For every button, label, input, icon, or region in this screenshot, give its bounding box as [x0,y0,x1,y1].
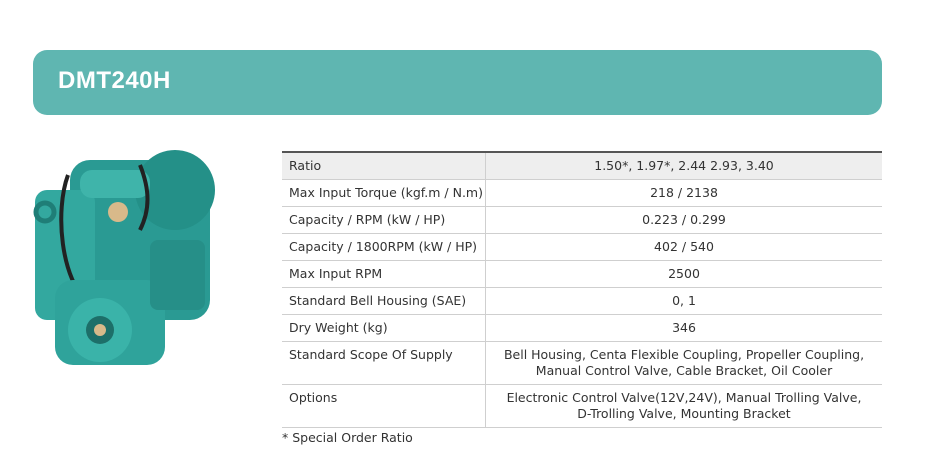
value-line: Electronic Control Valve(12V,24V), Manua… [506,390,862,405]
title: DMT240H [58,67,171,94]
value-line: 218 / 2138 [650,185,718,200]
value-line: 0, 1 [672,293,696,308]
row-value: 346 [486,315,882,341]
row-value: Bell Housing, Centa Flexible Coupling, P… [486,342,882,384]
value-line: D-Trolling Valve, Mounting Bracket [577,406,791,421]
row-label: Max Input RPM [282,261,486,287]
row-label: Standard Scope Of Supply [282,342,486,384]
row-value: 402 / 540 [486,234,882,260]
table-row: Standard Bell Housing (SAE) 0, 1 [282,288,882,315]
row-value: 1.50*, 1.97*, 2.44 2.93, 3.40 [486,153,882,179]
table-row: Dry Weight (kg) 346 [282,315,882,342]
row-label: Dry Weight (kg) [282,315,486,341]
table-row: Capacity / 1800RPM (kW / HP) 402 / 540 [282,234,882,261]
row-value: Electronic Control Valve(12V,24V), Manua… [486,385,882,427]
gearbox-image [33,150,215,365]
row-value: 2500 [486,261,882,287]
row-label: Ratio [282,153,486,179]
spec-table: Ratio 1.50*, 1.97*, 2.44 2.93, 3.40 Max In… [282,151,882,428]
table-row: Standard Scope Of Supply Bell Housing, Ce… [282,342,882,385]
value-line: 346 [672,320,696,335]
row-label: Capacity / RPM (kW / HP) [282,207,486,233]
value-line: 1.50*, 1.97*, 2.44 2.93, 3.40 [594,158,774,173]
footnote: * Special Order Ratio [282,430,413,445]
value-line: 402 / 540 [654,239,714,254]
value-line: 0.223 / 0.299 [642,212,726,227]
value-line: 2500 [668,266,700,281]
row-label: Standard Bell Housing (SAE) [282,288,486,314]
row-value: 0, 1 [486,288,882,314]
table-row: Capacity / RPM (kW / HP) 0.223 / 0.299 [282,207,882,234]
table-row: Max Input Torque (kgf.m / N.m) 218 / 2138 [282,180,882,207]
value-line: Manual Control Valve, Cable Bracket, Oil… [535,363,833,378]
row-label: Capacity / 1800RPM (kW / HP) [282,234,486,260]
row-label: Options [282,385,486,427]
row-value: 218 / 2138 [486,180,882,206]
row-value: 0.223 / 0.299 [486,207,882,233]
row-label: Max Input Torque (kgf.m / N.m) [282,180,486,206]
table-row: Options Electronic Control Valve(12V,24V)… [282,385,882,428]
table-row: Max Input RPM 2500 [282,261,882,288]
header-bar: DMT240H [33,50,882,115]
table-row: Ratio 1.50*, 1.97*, 2.44 2.93, 3.40 [282,153,882,180]
value-line: Bell Housing, Centa Flexible Coupling, P… [503,347,865,362]
